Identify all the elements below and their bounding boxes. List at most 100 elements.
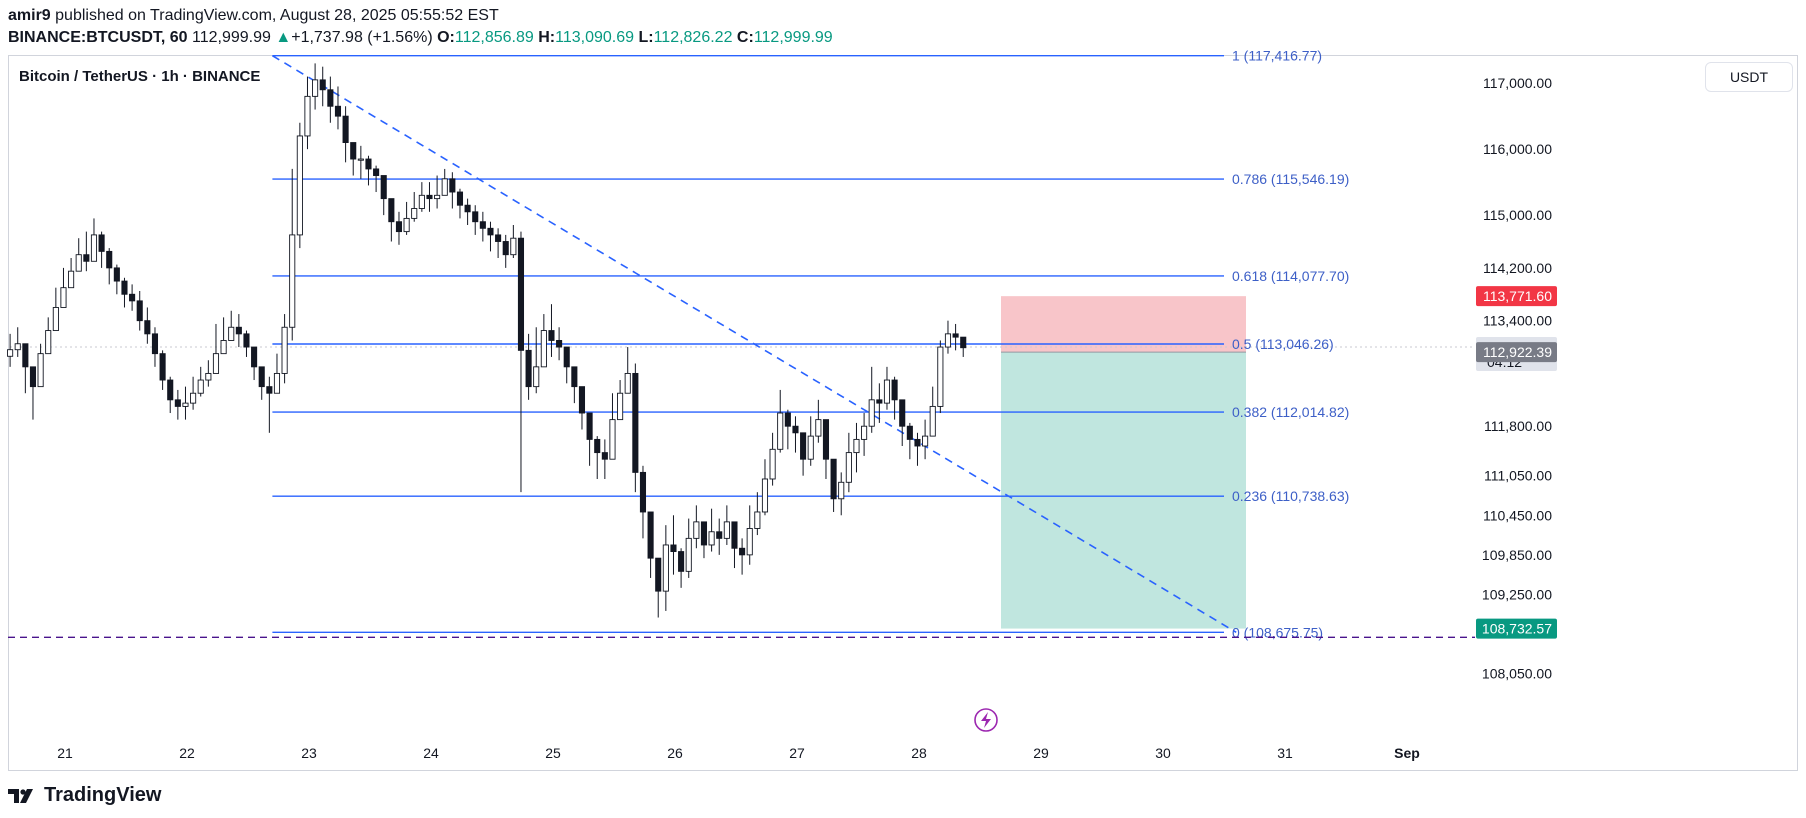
candle[interactable] xyxy=(106,250,113,269)
candle[interactable] xyxy=(75,254,82,272)
candle[interactable] xyxy=(479,221,486,229)
candle[interactable] xyxy=(571,366,578,388)
candle[interactable] xyxy=(739,547,746,556)
candle[interactable] xyxy=(693,521,700,539)
candle[interactable] xyxy=(373,168,380,176)
candle[interactable] xyxy=(235,326,242,335)
candle[interactable] xyxy=(670,544,677,553)
entry-price-badge[interactable] xyxy=(1476,342,1557,363)
candle[interactable] xyxy=(190,392,197,404)
candle[interactable] xyxy=(129,293,136,302)
candle[interactable] xyxy=(609,419,616,460)
candle[interactable] xyxy=(800,432,807,460)
candle[interactable] xyxy=(617,392,624,421)
candle[interactable] xyxy=(899,399,906,427)
candle[interactable] xyxy=(517,237,525,351)
candle[interactable] xyxy=(891,379,898,401)
candle[interactable] xyxy=(441,178,448,196)
candle[interactable] xyxy=(121,280,128,295)
candle[interactable] xyxy=(723,521,730,539)
candle[interactable] xyxy=(411,208,418,219)
candle[interactable] xyxy=(540,330,547,368)
candle[interactable] xyxy=(586,412,593,440)
candle[interactable] xyxy=(29,366,37,388)
candle[interactable] xyxy=(632,372,639,473)
candle[interactable] xyxy=(7,349,14,357)
candle[interactable] xyxy=(655,557,662,592)
candle[interactable] xyxy=(289,234,296,328)
candle[interactable] xyxy=(731,521,738,549)
candle[interactable] xyxy=(228,326,235,341)
candle[interactable] xyxy=(251,346,258,368)
candle[interactable] xyxy=(212,353,220,374)
candle[interactable] xyxy=(822,419,830,460)
candle[interactable] xyxy=(906,425,913,440)
candle[interactable] xyxy=(319,79,326,91)
candle[interactable] xyxy=(98,234,105,252)
candle[interactable] xyxy=(510,237,517,256)
candle[interactable] xyxy=(929,405,936,437)
candle[interactable] xyxy=(449,178,456,193)
candle[interactable] xyxy=(937,346,944,407)
candle[interactable] xyxy=(838,481,845,500)
candle[interactable] xyxy=(876,399,883,404)
candle[interactable] xyxy=(312,79,319,97)
candle[interactable] xyxy=(639,471,647,513)
candle[interactable] xyxy=(533,366,540,388)
publisher-name[interactable]: amir9 xyxy=(8,7,51,24)
candle[interactable] xyxy=(716,531,723,539)
candle[interactable] xyxy=(708,531,715,546)
candle[interactable] xyxy=(556,340,563,348)
candle[interactable] xyxy=(60,287,67,308)
candle[interactable] xyxy=(845,452,852,483)
candle[interactable] xyxy=(167,379,174,401)
candle[interactable] xyxy=(495,234,502,242)
candle[interactable] xyxy=(754,511,761,529)
candle[interactable] xyxy=(281,326,288,374)
candle[interactable] xyxy=(769,448,776,480)
candle[interactable] xyxy=(296,135,303,236)
candle[interactable] xyxy=(868,399,875,427)
trendline-dashed[interactable] xyxy=(271,54,1237,634)
candle[interactable] xyxy=(601,452,608,460)
candle[interactable] xyxy=(327,89,334,107)
candle[interactable] xyxy=(174,399,181,407)
candle[interactable] xyxy=(388,198,395,223)
candle[interactable] xyxy=(883,379,891,404)
candle[interactable] xyxy=(83,254,90,262)
candle[interactable] xyxy=(525,349,532,388)
candle[interactable] xyxy=(784,412,791,427)
stop-price-badge[interactable] xyxy=(1476,286,1557,307)
candle[interactable] xyxy=(45,330,52,355)
candle[interactable] xyxy=(647,511,654,559)
candle[interactable] xyxy=(746,528,753,556)
candle[interactable] xyxy=(792,425,799,434)
candle[interactable] xyxy=(685,537,692,572)
candle[interactable] xyxy=(563,346,570,368)
candle[interactable] xyxy=(90,234,98,262)
candle[interactable] xyxy=(548,330,555,341)
candle[interactable] xyxy=(761,478,769,513)
candle[interactable] xyxy=(434,194,441,200)
candle[interactable] xyxy=(807,435,814,460)
candle[interactable] xyxy=(418,194,425,209)
candle[interactable] xyxy=(304,95,311,137)
candle[interactable] xyxy=(365,158,372,170)
candle[interactable] xyxy=(960,336,967,349)
candle[interactable] xyxy=(830,458,837,500)
tradingview-logo[interactable]: TradingView xyxy=(8,784,161,807)
candle[interactable] xyxy=(243,333,250,348)
candle[interactable] xyxy=(197,379,204,394)
candle[interactable] xyxy=(266,386,273,394)
candle[interactable] xyxy=(136,300,143,322)
candle[interactable] xyxy=(700,521,708,546)
candle[interactable] xyxy=(350,142,357,160)
candle[interactable] xyxy=(68,270,75,289)
candle[interactable] xyxy=(22,343,29,368)
candle[interactable] xyxy=(14,343,21,351)
candle[interactable] xyxy=(426,194,433,200)
candle[interactable] xyxy=(403,217,410,233)
candle[interactable] xyxy=(380,175,387,200)
candle[interactable] xyxy=(502,241,509,256)
candle[interactable] xyxy=(334,105,342,117)
